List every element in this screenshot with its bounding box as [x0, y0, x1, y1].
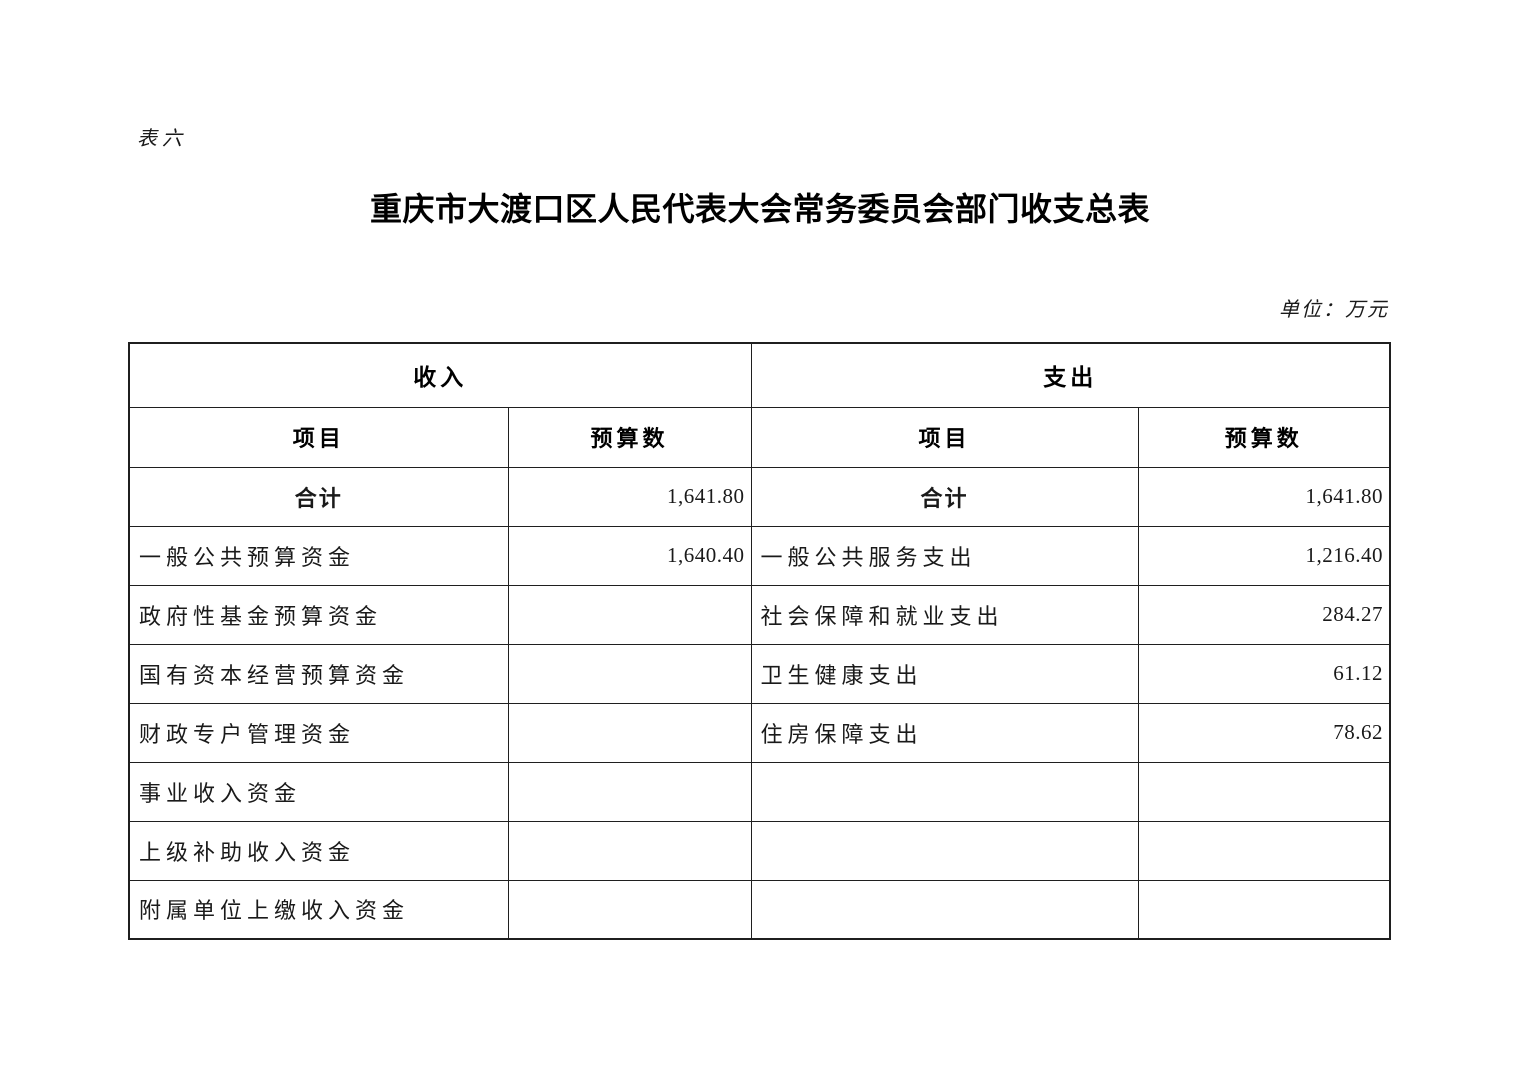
income-item-header: 项目 [128, 406, 509, 468]
income-budget-cell [507, 879, 752, 940]
income-budget-header: 预算数 [507, 406, 752, 468]
table-row: 政府性基金预算资金 社会保障和就业支出 284.27 [128, 584, 1391, 645]
income-group-header: 收入 [128, 342, 752, 408]
expense-item-cell: 住房保障支出 [750, 702, 1139, 763]
expense-budget-cell [1137, 820, 1391, 881]
table-number-label: 表六 [137, 128, 187, 150]
table-row-total: 合计 1,641.80 合计 1,641.80 [128, 466, 1391, 527]
page-title: 重庆市大渡口区人民代表大会常务委员会部门收支总表 [369, 191, 1150, 227]
table-row: 一般公共预算资金 1,640.40 一般公共服务支出 1,216.40 [128, 525, 1391, 586]
column-header-row: 项目 预算数 项目 预算数 [128, 406, 1391, 468]
table-row: 财政专户管理资金 住房保障支出 78.62 [128, 702, 1391, 763]
income-budget-cell [507, 584, 752, 645]
expense-budget-cell: 78.62 [1137, 702, 1391, 763]
table-row: 上级补助收入资金 [128, 820, 1391, 881]
expense-item-cell [750, 879, 1139, 940]
expense-item-cell: 一般公共服务支出 [750, 525, 1139, 586]
expense-group-header: 支出 [750, 342, 1391, 408]
income-item-cell: 事业收入资金 [128, 761, 509, 822]
income-budget-cell [507, 702, 752, 763]
expense-item-cell: 合计 [750, 466, 1139, 527]
income-item-cell: 国有资本经营预算资金 [128, 643, 509, 704]
expense-item-cell: 社会保障和就业支出 [750, 584, 1139, 645]
income-item-cell: 合计 [128, 466, 509, 527]
expense-item-cell: 卫生健康支出 [750, 643, 1139, 704]
expense-budget-header: 预算数 [1137, 406, 1391, 468]
table-row: 附属单位上缴收入资金 [128, 879, 1391, 940]
expense-budget-cell: 1,216.40 [1137, 525, 1391, 586]
budget-table: 收入 支出 项目 预算数 项目 预算数 合计 1,641.80 合计 1,641… [128, 342, 1391, 940]
income-item-cell: 上级补助收入资金 [128, 820, 509, 881]
income-item-cell: 政府性基金预算资金 [128, 584, 509, 645]
expense-budget-cell: 1,641.80 [1137, 466, 1391, 527]
expense-item-cell [750, 761, 1139, 822]
expense-item-cell [750, 820, 1139, 881]
income-budget-cell [507, 643, 752, 704]
expense-budget-cell: 61.12 [1137, 643, 1391, 704]
expense-budget-cell: 284.27 [1137, 584, 1391, 645]
income-budget-cell: 1,641.80 [507, 466, 752, 527]
income-item-cell: 财政专户管理资金 [128, 702, 509, 763]
table-row: 事业收入资金 [128, 761, 1391, 822]
expense-item-header: 项目 [750, 406, 1139, 468]
income-item-cell: 一般公共预算资金 [128, 525, 509, 586]
income-budget-cell: 1,640.40 [507, 525, 752, 586]
expense-budget-cell [1137, 761, 1391, 822]
income-budget-cell [507, 761, 752, 822]
unit-note: 单位：万元 [1279, 299, 1389, 321]
group-header-row: 收入 支出 [128, 342, 1391, 408]
expense-budget-cell [1137, 879, 1391, 940]
income-item-cell: 附属单位上缴收入资金 [128, 879, 509, 940]
income-budget-cell [507, 820, 752, 881]
table-row: 国有资本经营预算资金 卫生健康支出 61.12 [128, 643, 1391, 704]
